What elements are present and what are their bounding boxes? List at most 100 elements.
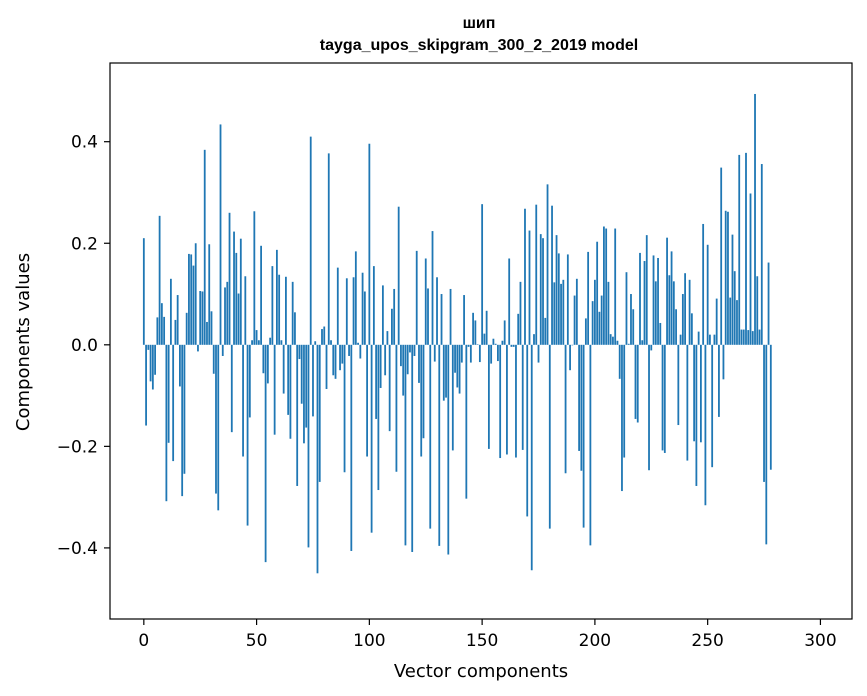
bar-28	[206, 321, 208, 345]
bar-67	[294, 312, 296, 345]
bar-255	[718, 344, 720, 417]
bar-87	[339, 344, 341, 371]
bar-160	[503, 320, 506, 345]
bar-157	[497, 344, 499, 362]
bar-103	[375, 344, 378, 419]
bar-143	[465, 344, 468, 499]
bar-149	[478, 344, 481, 363]
bar-192	[575, 278, 578, 345]
bar-109	[388, 344, 391, 432]
bar-254	[715, 298, 718, 345]
bar-242	[688, 279, 691, 345]
bar-140	[458, 344, 461, 394]
bar-17	[181, 344, 184, 497]
bar-260	[729, 297, 732, 345]
bar-209	[614, 228, 617, 345]
bar-70	[300, 344, 303, 404]
bar-257	[722, 344, 725, 380]
bar-231	[663, 344, 666, 453]
bar-127	[429, 344, 432, 529]
bar-213	[623, 344, 626, 458]
chart-title-line1: шип	[463, 15, 496, 32]
x-tick-label: 100	[353, 631, 385, 651]
bar-206	[607, 281, 610, 345]
bar-186	[562, 279, 565, 345]
bar-86	[336, 267, 339, 345]
bar-124	[422, 344, 425, 439]
bar-135	[447, 344, 450, 555]
y-axis-label: Components values	[13, 253, 34, 431]
x-tick-label: 50	[246, 631, 268, 651]
bar-113	[397, 206, 400, 345]
bar-76	[314, 341, 317, 345]
bar-37	[226, 281, 229, 345]
bar-74	[309, 136, 312, 345]
bar-165	[515, 344, 517, 458]
bar-179	[546, 184, 549, 345]
bar-210	[616, 340, 619, 345]
bar-117	[406, 344, 409, 375]
bar-81	[325, 344, 328, 389]
bar-34	[219, 124, 222, 345]
bar-98	[363, 291, 366, 345]
bar-247	[699, 344, 702, 443]
bar-225	[650, 344, 653, 351]
bar-30	[210, 311, 213, 345]
bar-25	[199, 290, 202, 345]
bar-72	[305, 344, 308, 428]
bar-276	[765, 344, 768, 545]
bar-31	[212, 344, 215, 374]
bar-180	[548, 344, 551, 529]
bar-9	[163, 316, 166, 345]
bar-203	[600, 295, 603, 345]
bar-195	[582, 344, 585, 528]
bar-36	[224, 287, 226, 345]
bar-275	[763, 344, 765, 482]
bar-252	[711, 344, 714, 468]
bar-163	[510, 344, 513, 347]
bar-40	[233, 231, 235, 345]
bar-208	[612, 336, 614, 345]
bar-148	[476, 344, 479, 345]
bar-169	[524, 208, 526, 345]
bar-5	[154, 344, 156, 375]
bar-191	[573, 295, 576, 345]
bar-194	[580, 344, 583, 471]
bar-52	[260, 245, 262, 345]
bar-177	[542, 238, 544, 345]
bar-88	[341, 344, 344, 364]
bar-32	[215, 344, 217, 494]
bar-128	[431, 231, 434, 345]
bar-112	[395, 344, 398, 472]
bar-69	[298, 344, 301, 360]
bar-272	[756, 276, 759, 345]
bar-224	[648, 344, 650, 471]
bar-181	[551, 205, 553, 345]
bar-38	[228, 212, 231, 345]
bar-29	[208, 244, 211, 345]
bar-91	[348, 344, 350, 356]
bar-57	[271, 266, 274, 345]
bar-217	[632, 309, 635, 345]
bar-176	[539, 234, 542, 345]
bar-53	[262, 344, 265, 374]
bar-64	[287, 344, 290, 415]
bar-115	[402, 344, 405, 396]
bar-278	[769, 344, 772, 470]
bar-24	[197, 344, 199, 352]
bar-85	[334, 344, 337, 379]
bar-234	[670, 251, 673, 345]
bar-11	[167, 344, 170, 443]
bar-63	[285, 276, 287, 345]
bar-239	[681, 294, 684, 345]
bar-220	[639, 252, 641, 345]
bar-250	[706, 244, 709, 345]
bar-197	[587, 251, 590, 345]
bar-215	[627, 343, 630, 345]
bar-258	[724, 210, 727, 345]
bar-120	[413, 344, 416, 356]
bar-218	[634, 344, 637, 419]
bar-71	[303, 344, 305, 444]
bar-172	[530, 344, 533, 571]
bar-153	[487, 344, 490, 449]
